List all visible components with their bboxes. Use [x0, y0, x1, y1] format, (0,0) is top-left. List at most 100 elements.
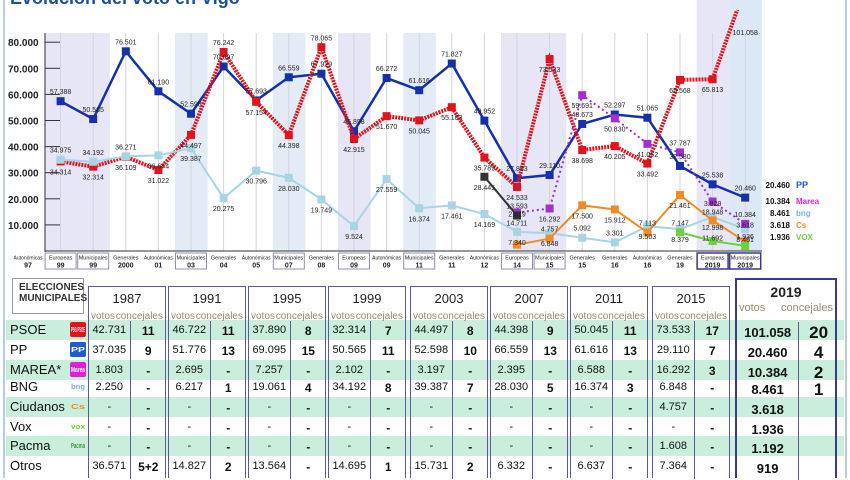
votes-cell: 34.192 [332, 381, 367, 393]
data-point-psoe [415, 116, 424, 125]
x-tick-type: Municipales [274, 256, 303, 262]
data-label-bng: 17.461 [441, 213, 463, 220]
councillors-cell: - [146, 440, 151, 454]
year-label: 2019 [770, 284, 802, 300]
x-tick-year: 19 [676, 263, 684, 270]
data-point-pp [415, 86, 424, 95]
data-label-pp: 51.065 [637, 106, 659, 113]
year-label: 1995 [272, 291, 302, 306]
x-tick-year: 15 [578, 263, 586, 270]
votes-cell: 32.314 [332, 324, 367, 336]
votes-cell: - [509, 401, 514, 413]
data-label-pp: 57.388 [50, 89, 72, 96]
data-point-pp [382, 74, 391, 83]
x-tick-year: 12 [481, 263, 489, 270]
data-point-cs [610, 205, 619, 214]
data-point-bng [350, 222, 358, 231]
x-tick-type: Europeas [49, 256, 73, 262]
councillors-cell: - [548, 440, 553, 454]
data-label-cs: 3.618 [736, 223, 754, 230]
councillors-cell: - [146, 421, 151, 435]
votes-cell: - [671, 421, 676, 433]
votes-cell: 2.102 [335, 364, 364, 376]
votes-cell: 37.890 [252, 324, 287, 336]
data-label-bng: 8.461 [736, 237, 754, 244]
x-label-box [501, 252, 533, 270]
votes-cell: 6.217 [175, 381, 204, 393]
concejales-subheader: concejales [517, 311, 565, 322]
votes-cell: 7.364 [659, 460, 688, 472]
svg-text:Marea: Marea [71, 367, 85, 374]
data-point-psoe [643, 159, 652, 168]
data-label-psoe: 65.568 [669, 88, 691, 95]
x-tick-type: Generales [309, 256, 335, 262]
data-point-bng [121, 152, 130, 161]
data-point-psoe [676, 75, 684, 84]
data-point-psoe [317, 43, 326, 52]
councillors-cell: 20 [809, 323, 829, 342]
councillors-cell: - [306, 440, 311, 454]
column-subheaders: votos concejales [737, 302, 835, 314]
data-point-bng [578, 233, 587, 242]
data-label-pp: 67.929 [311, 62, 333, 69]
x-tick-year: 09 [350, 263, 358, 270]
data-label-bng: 39.387 [180, 156, 202, 163]
end-value-label: 8.461 [770, 209, 791, 218]
end-logo-vox-icon: VOX [796, 233, 814, 242]
councillors-cell: 2 [466, 460, 474, 474]
councillors-cell: 7 [466, 381, 474, 395]
data-label-psoe: 32.314 [82, 175, 104, 182]
councillors-cell: 11 [221, 324, 235, 338]
councillors-cell: 4 [813, 343, 824, 362]
data-point-psoe [578, 145, 587, 154]
data-point-marea [545, 204, 554, 213]
x-tick-type: Autonómicas [242, 256, 271, 262]
svg-text:PP: PP [71, 347, 85, 354]
councillors-cell: 11 [623, 324, 637, 338]
y-tick-label: 60.000 [8, 90, 39, 101]
table-title-line2: MUNICIPALES [19, 293, 88, 304]
votos-subheader: votos [493, 311, 517, 322]
data-label-bng: 14.169 [474, 222, 496, 229]
votes-cell: 37.035 [92, 344, 127, 356]
councillors-cell: 5 [546, 381, 554, 395]
councillors-cell: - [628, 440, 633, 454]
party-logo-icon: PP [70, 342, 86, 357]
data-point-psoe [219, 48, 228, 57]
data-point-cs [741, 237, 750, 246]
table-row [6, 360, 844, 380]
data-label-vox: 1.936 [736, 234, 754, 241]
votes-cell: 44.398 [494, 324, 529, 336]
data-label-age: 28.445 [474, 185, 496, 192]
x-tick-type: Municipales [177, 256, 206, 262]
x-tick-type: Autonómicas [372, 256, 401, 262]
year-column-1991: 1991 votos concejales 46.722 11 51.776 13 2.695… [168, 286, 246, 479]
party-name: BNG [10, 379, 39, 394]
votes-cell: 2.695 [175, 364, 204, 376]
data-label-pp: 57.693 [245, 88, 267, 95]
votes-cell: 73.533 [656, 324, 691, 336]
concejales-subheader: concejales [597, 311, 645, 322]
data-label-psoe: 57.154 [245, 110, 267, 117]
data-label-cs: 17.500 [571, 213, 593, 220]
councillors-cell: 8 [466, 324, 474, 338]
data-point-cs [676, 190, 684, 199]
data-point-psoe [252, 97, 261, 106]
party-name: MAREA* [10, 362, 62, 377]
series-line-cs [516, 193, 746, 246]
votes-cell: - [187, 401, 192, 413]
data-point-pp [219, 62, 228, 71]
councillors-cell: - [468, 401, 473, 415]
election-band [44, 33, 110, 251]
year-label: 1987 [112, 291, 142, 306]
data-point-cs [513, 240, 521, 249]
votes-cell: 7.257 [255, 364, 284, 376]
x-tick-year: 04 [220, 263, 228, 270]
end-logo-bng-icon: bng [796, 209, 811, 218]
councillors-cell: - [548, 460, 553, 474]
votes-cell: 20.460 [747, 345, 788, 360]
councillors-cell: - [548, 364, 553, 378]
councillors-cell: 17 [705, 324, 719, 338]
x-tick-type: Municipales [79, 256, 108, 262]
data-point-psoe [187, 130, 195, 139]
